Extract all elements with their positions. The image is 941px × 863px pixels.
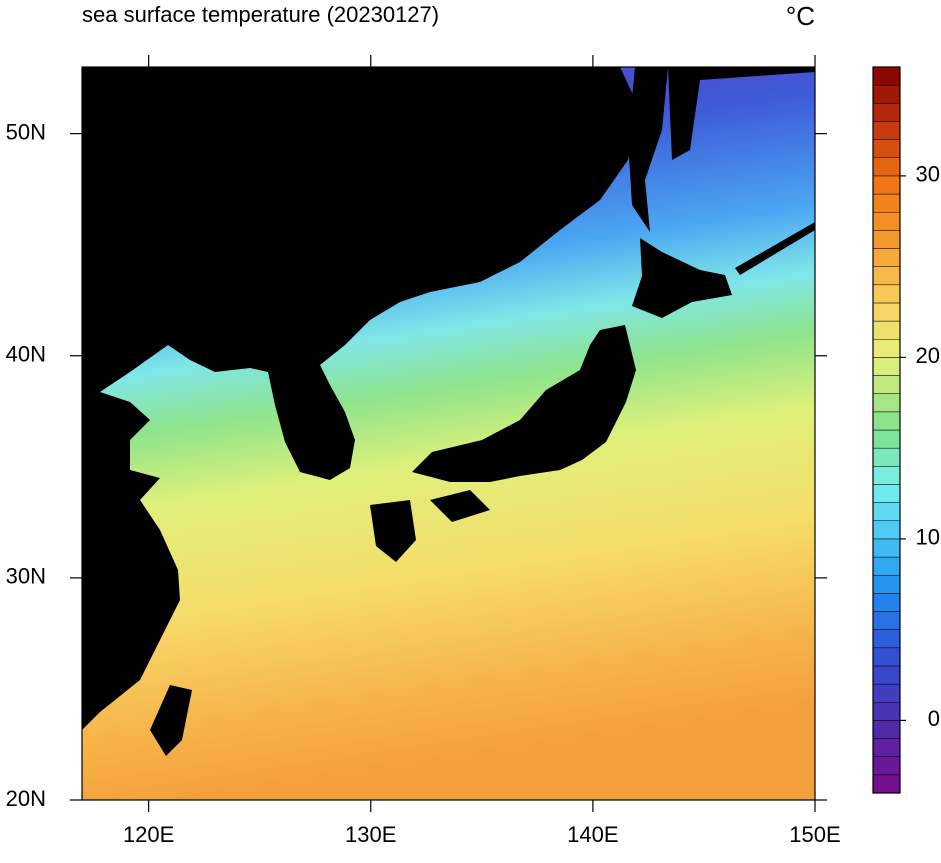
colorbar-band [872,429,901,449]
colorbar-band [872,520,901,540]
kamchatka-kurils [668,67,815,275]
y-tick-label: 20N [6,786,46,811]
map-frame [81,66,816,801]
colorbar-band [872,266,901,286]
colorbar-band [872,175,901,195]
colorbar-band [872,393,901,413]
kyushu [370,500,416,562]
colorbar-band [872,157,901,177]
colorbar-band [872,248,901,267]
y-tick-label: 50N [6,119,46,144]
colorbar-band [872,230,901,249]
colorbar-band [872,593,901,612]
colorbar-band [872,683,901,703]
colorbar-band [872,193,901,213]
honshu [412,325,636,482]
colorbar-band [872,66,901,86]
map [82,67,815,800]
continent [82,67,640,730]
colorbar-band [872,447,901,467]
colorbar-band [872,774,901,794]
x-tick-label: 130E [345,822,396,847]
x-tick-label: 150E [789,822,840,847]
y-tick-label: 30N [6,564,46,589]
colorbar-frame [872,66,901,794]
colorbar-band [872,284,901,304]
colorbar-band [872,139,901,159]
colorbar-band [872,121,901,140]
colorbar-band [872,357,901,376]
colorbar-tick-label: 10 [916,525,940,550]
colorbar-band [872,538,901,558]
colorbar-band [872,484,901,503]
sakhalin [628,67,668,232]
colorbar-band [872,647,901,667]
taiwan [150,685,192,756]
colorbar-band [872,84,901,104]
colorbar-band [872,302,901,322]
colorbar-band [872,320,901,340]
colorbar-band [872,702,901,721]
colorbar-band [872,556,901,576]
colorbar-band [872,756,901,776]
y-tick-label: 40N [6,342,46,367]
colorbar-band [872,720,901,739]
colorbar-band [872,738,901,757]
colorbar-band [872,611,901,630]
colorbar-band [872,339,901,358]
colorbar-band [872,103,901,122]
colorbar-tick-label: 30 [916,162,940,187]
colorbar-band [872,411,901,431]
colorbar-band [872,502,901,522]
x-tick-label: 140E [567,822,618,847]
colorbar-tick-label: 0 [928,706,940,731]
colorbar-band [872,574,901,594]
colorbar-band [872,665,901,685]
shikoku [430,490,490,522]
x-tick-label: 120E [123,822,174,847]
colorbar-band [872,211,901,231]
colorbar-band [872,466,901,485]
unit-label: °C [786,1,815,31]
hokkaido [632,238,732,318]
colorbar-tick-label: 20 [916,343,940,368]
chart-title: sea surface temperature (20230127) [82,2,439,27]
colorbar-band [872,375,901,394]
colorbar-band [872,629,901,649]
